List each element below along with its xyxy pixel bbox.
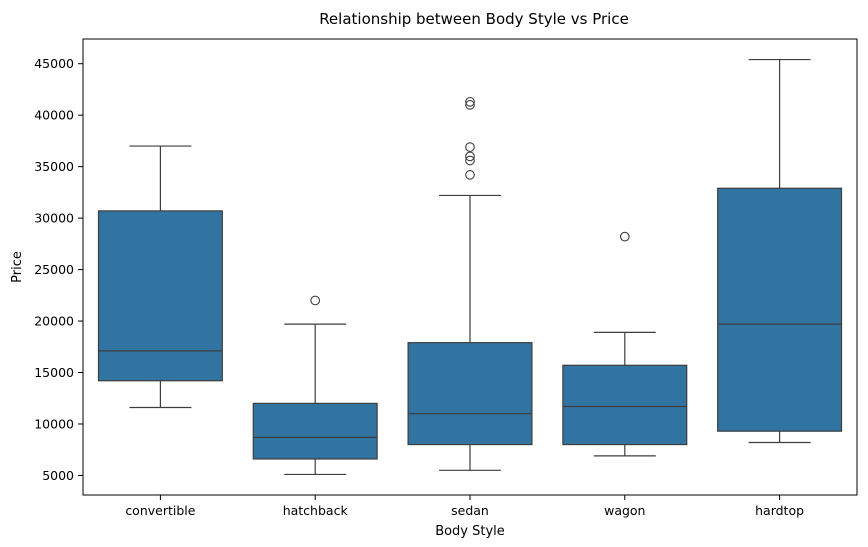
outlier-point	[465, 96, 475, 107]
box-wagon	[562, 231, 688, 457]
plot-area: 5000 10000 15000 20000 25000 30000 35000 40000 4…	[34, 38, 858, 518]
outlier-point	[465, 155, 475, 166]
y-tick-label: 5000	[42, 468, 74, 483]
y-tick-label: 45000	[34, 56, 74, 71]
x-tick-label: wagon	[604, 503, 645, 518]
x-tick-label: sedan	[451, 503, 489, 518]
iqr-box	[407, 342, 533, 446]
y-tick-label: 10000	[34, 416, 74, 431]
box-hardtop	[717, 58, 843, 444]
iqr-box	[562, 364, 688, 446]
box-convertible	[97, 145, 223, 409]
x-tick-label: hatchback	[283, 503, 349, 518]
iqr-box	[717, 187, 843, 432]
chart-title: Relationship between Body Style vs Price	[319, 10, 629, 28]
x-axis-label: Body Style	[435, 524, 505, 539]
y-tick-label: 30000	[34, 211, 74, 226]
iqr-box	[97, 210, 223, 382]
y-axis-label: Price	[10, 251, 25, 283]
y-tick-label: 40000	[34, 108, 74, 123]
outlier-point	[619, 231, 630, 242]
iqr-box	[252, 402, 378, 460]
y-tick-label: 15000	[34, 365, 74, 380]
outlier-point	[465, 170, 475, 180]
y-tick-label: 25000	[34, 262, 74, 277]
x-tick-label: hardtop	[755, 503, 804, 518]
y-tick-label: 20000	[34, 314, 74, 329]
outlier-point	[310, 295, 321, 306]
box-sedan	[407, 96, 533, 471]
outlier-point	[465, 100, 475, 110]
plot-frame	[82, 38, 858, 496]
outlier-point	[465, 142, 475, 152]
x-tick-label: convertible	[125, 503, 195, 518]
y-tick-label: 35000	[34, 159, 74, 174]
box-hatchback	[252, 295, 378, 476]
outlier-point	[465, 151, 475, 162]
